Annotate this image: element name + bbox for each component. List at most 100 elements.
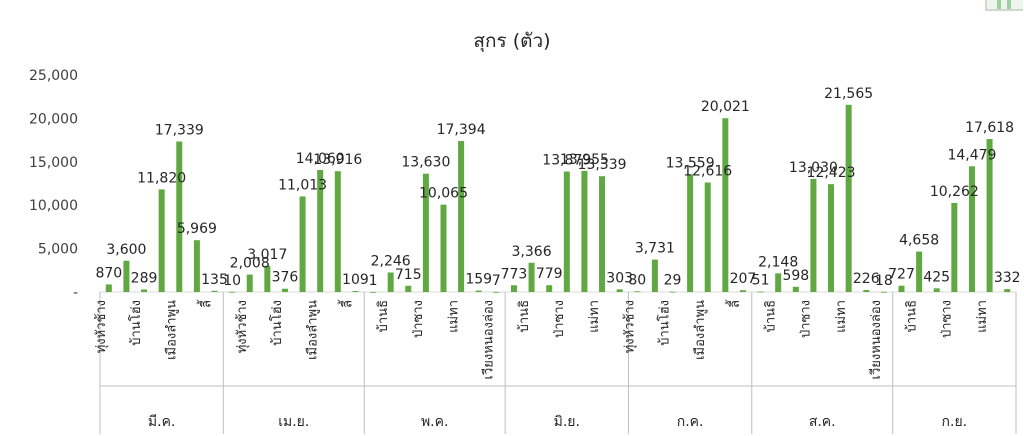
category-label: ทุ่งหัวช้าง	[235, 300, 250, 353]
data-label: 13,339	[578, 157, 627, 173]
bar	[264, 265, 271, 292]
data-label: 13,955	[560, 152, 609, 168]
bar	[951, 202, 958, 292]
bar	[158, 189, 165, 292]
category-label: ป่าซาง	[940, 300, 955, 338]
bar	[176, 141, 183, 292]
bar	[863, 290, 870, 292]
bar	[581, 170, 588, 292]
bar	[1004, 289, 1011, 292]
bar	[211, 290, 218, 292]
bar	[493, 291, 500, 293]
bar	[810, 178, 817, 292]
data-label: 21,565	[824, 86, 873, 102]
group-label: เม.ย.	[278, 414, 309, 430]
group-label: ส.ค.	[809, 414, 836, 430]
bar	[387, 272, 394, 292]
data-label: 3,600	[106, 242, 146, 258]
data-label: 226	[853, 271, 880, 287]
category-axis: ทุ่งหัวช้าง บ้านโฮ่ง เมืองลำพูน ลี้มี.ค. ทุ่…	[94, 292, 1017, 434]
data-label: 727	[888, 267, 915, 283]
category-label: บ้านธิ	[904, 300, 919, 332]
bar	[105, 284, 112, 292]
bar	[704, 182, 711, 292]
data-label: 425	[923, 269, 950, 285]
corner-tab-icon	[985, 0, 1023, 11]
y-tick-label: 20,000	[29, 111, 78, 127]
group-label: มิ.ย.	[554, 414, 580, 430]
data-label: 14,479	[947, 147, 996, 163]
bar	[352, 291, 359, 292]
data-label: 11,013	[278, 177, 327, 193]
bars-layer	[100, 104, 1016, 293]
data-label: 20,021	[701, 99, 750, 115]
data-label: 3,731	[635, 241, 675, 257]
data-label: 13,030	[789, 160, 838, 176]
data-label: 4,658	[899, 233, 939, 249]
bar	[317, 169, 324, 292]
data-label: 598	[782, 268, 809, 284]
category-label: เมืองลำพูน	[304, 300, 320, 360]
data-label: 10	[223, 273, 241, 289]
group-label: ก.ย.	[942, 414, 968, 430]
data-label: 11,820	[137, 170, 186, 186]
bar	[775, 273, 782, 292]
bar	[599, 176, 606, 292]
data-label: 303	[606, 270, 633, 286]
y-axis-labels: - 5,000 10,000 15,000 20,000 25,000	[29, 68, 78, 301]
y-tick-label: 10,000	[29, 198, 78, 214]
bar	[986, 139, 993, 292]
bar	[880, 291, 887, 293]
bar	[757, 291, 764, 293]
group-label: มี.ค.	[148, 414, 176, 430]
data-label: 17,394	[437, 122, 486, 138]
bar	[299, 196, 306, 292]
data-label: 1	[369, 273, 378, 289]
bar	[898, 285, 905, 292]
data-label: 3,017	[247, 247, 287, 263]
bar	[792, 286, 799, 292]
data-label: 3,366	[512, 244, 552, 260]
category-label: แม่ทา	[587, 300, 602, 333]
bar	[510, 285, 517, 292]
category-label: บ้านโฮ่ง	[269, 300, 285, 346]
bar	[370, 291, 377, 293]
category-label: เวียงหนองล่อง	[481, 300, 497, 379]
data-label: 17,339	[155, 122, 204, 138]
data-label: 159	[465, 272, 492, 288]
data-label: 5,969	[177, 221, 217, 237]
bar	[687, 174, 694, 292]
bar	[458, 141, 465, 292]
data-label: 51	[752, 273, 770, 289]
data-label: 207	[730, 271, 757, 287]
data-label: 10,262	[930, 184, 979, 200]
bar	[933, 288, 940, 292]
category-label: บ้านโฮ่ง	[657, 300, 673, 346]
data-label: 12,616	[683, 163, 732, 179]
data-label: 715	[395, 267, 422, 283]
category-label: เวียงหนองล่อง	[868, 300, 884, 379]
data-label: 135	[201, 272, 228, 288]
bar	[634, 291, 641, 293]
category-label: ลี้	[338, 299, 356, 308]
bar	[281, 288, 288, 292]
category-label: ป่าซาง	[552, 300, 567, 338]
category-label: เมืองลำพูน	[692, 300, 708, 360]
bar	[246, 274, 253, 292]
bar	[669, 291, 676, 293]
bar	[193, 240, 200, 292]
data-label: 7	[492, 273, 501, 289]
category-label: ทุ่งหัวช้าง	[94, 300, 109, 353]
category-label: แม่ทา	[446, 300, 461, 333]
bar	[123, 260, 130, 292]
y-tick-label: 5,000	[38, 242, 78, 258]
category-label: บ้านธิ	[517, 300, 532, 332]
group-label: พ.ค.	[421, 414, 449, 430]
bar	[845, 104, 852, 293]
category-label: ป่าซาง	[411, 300, 426, 338]
category-label: แม่ทา	[975, 300, 990, 333]
data-label: 29	[664, 273, 682, 289]
data-label: 13,879	[542, 153, 591, 169]
